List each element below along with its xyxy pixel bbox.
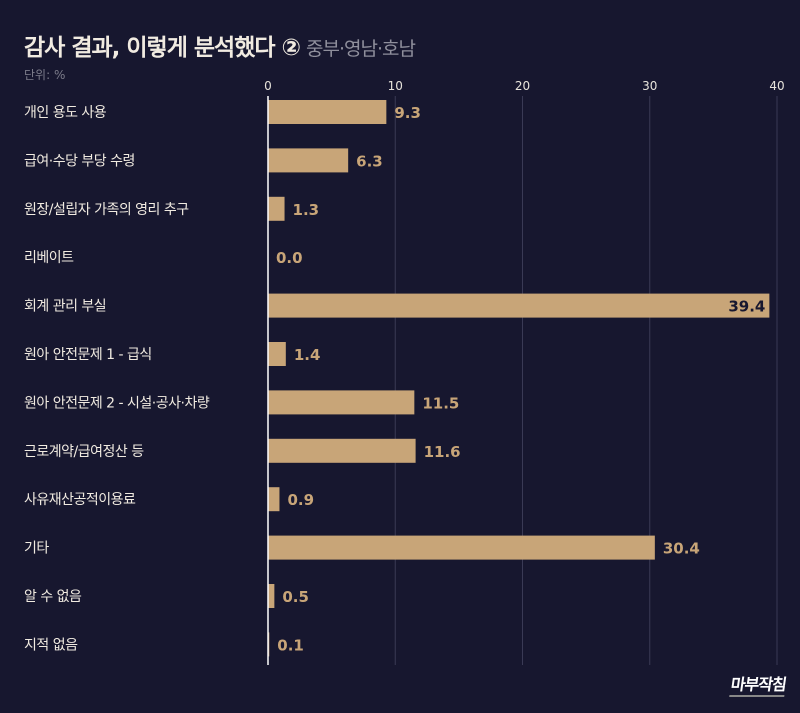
category-label: 급여·수당 부당 수령 [24,153,135,169]
bar [268,390,415,415]
category-label: 원아 안전문제 1 - 급식 [24,347,152,363]
x-tick-label: 10 [388,79,403,93]
value-label: 11.6 [424,443,461,461]
value-label: 30.4 [663,540,700,558]
value-label: 11.5 [422,394,459,412]
bar [268,342,286,366]
brand-logo: 마부작침 [729,671,788,697]
category-label: 지적 없음 [24,637,78,653]
category-label: 원장/설립자 가족의 영리 추구 [24,202,189,218]
category-label: 알 수 없음 [24,589,82,605]
x-tick-label: 20 [515,79,530,93]
value-label: 9.3 [394,104,421,122]
category-label: 근로계약/급여정산 등 [24,444,144,460]
x-tick-label: 0 [264,79,272,93]
value-label: 6.3 [356,152,383,170]
category-label: 개인 용도 사용 [24,105,107,121]
value-label: 1.4 [294,346,321,364]
bar [268,487,280,512]
unit-label: 단위: % [24,68,66,82]
category-label: 기타 [24,541,49,557]
category-label: 리베이트 [24,250,74,266]
category-label: 회계 관리 부실 [24,299,106,315]
value-label: 0.9 [287,491,314,509]
x-tick-label: 40 [769,79,784,93]
chart-subtitle: 중부·영남·호남 [306,38,416,60]
bar [268,293,770,318]
category-label: 원아 안전문제 2 - 시설·공사·차량 [24,395,210,411]
bar [268,584,275,608]
bar [268,535,655,560]
x-tick-label: 30 [642,79,657,93]
chart-title: 감사 결과, 이렇게 분석했다 ② 중부·영남·호남 [24,28,416,62]
value-label: 0.5 [282,588,309,606]
bar [268,196,285,221]
value-label: 1.3 [293,201,320,219]
category-label: 사유재산공적이용료 [24,492,136,508]
bar [268,100,387,124]
value-label: 0.0 [276,249,303,267]
value-label: 39.4 [728,298,765,316]
bar [268,438,416,463]
value-label: 0.1 [277,636,304,654]
title-text: 감사 결과, 이렇게 분석했다 ② [24,35,301,61]
bar [268,148,349,173]
